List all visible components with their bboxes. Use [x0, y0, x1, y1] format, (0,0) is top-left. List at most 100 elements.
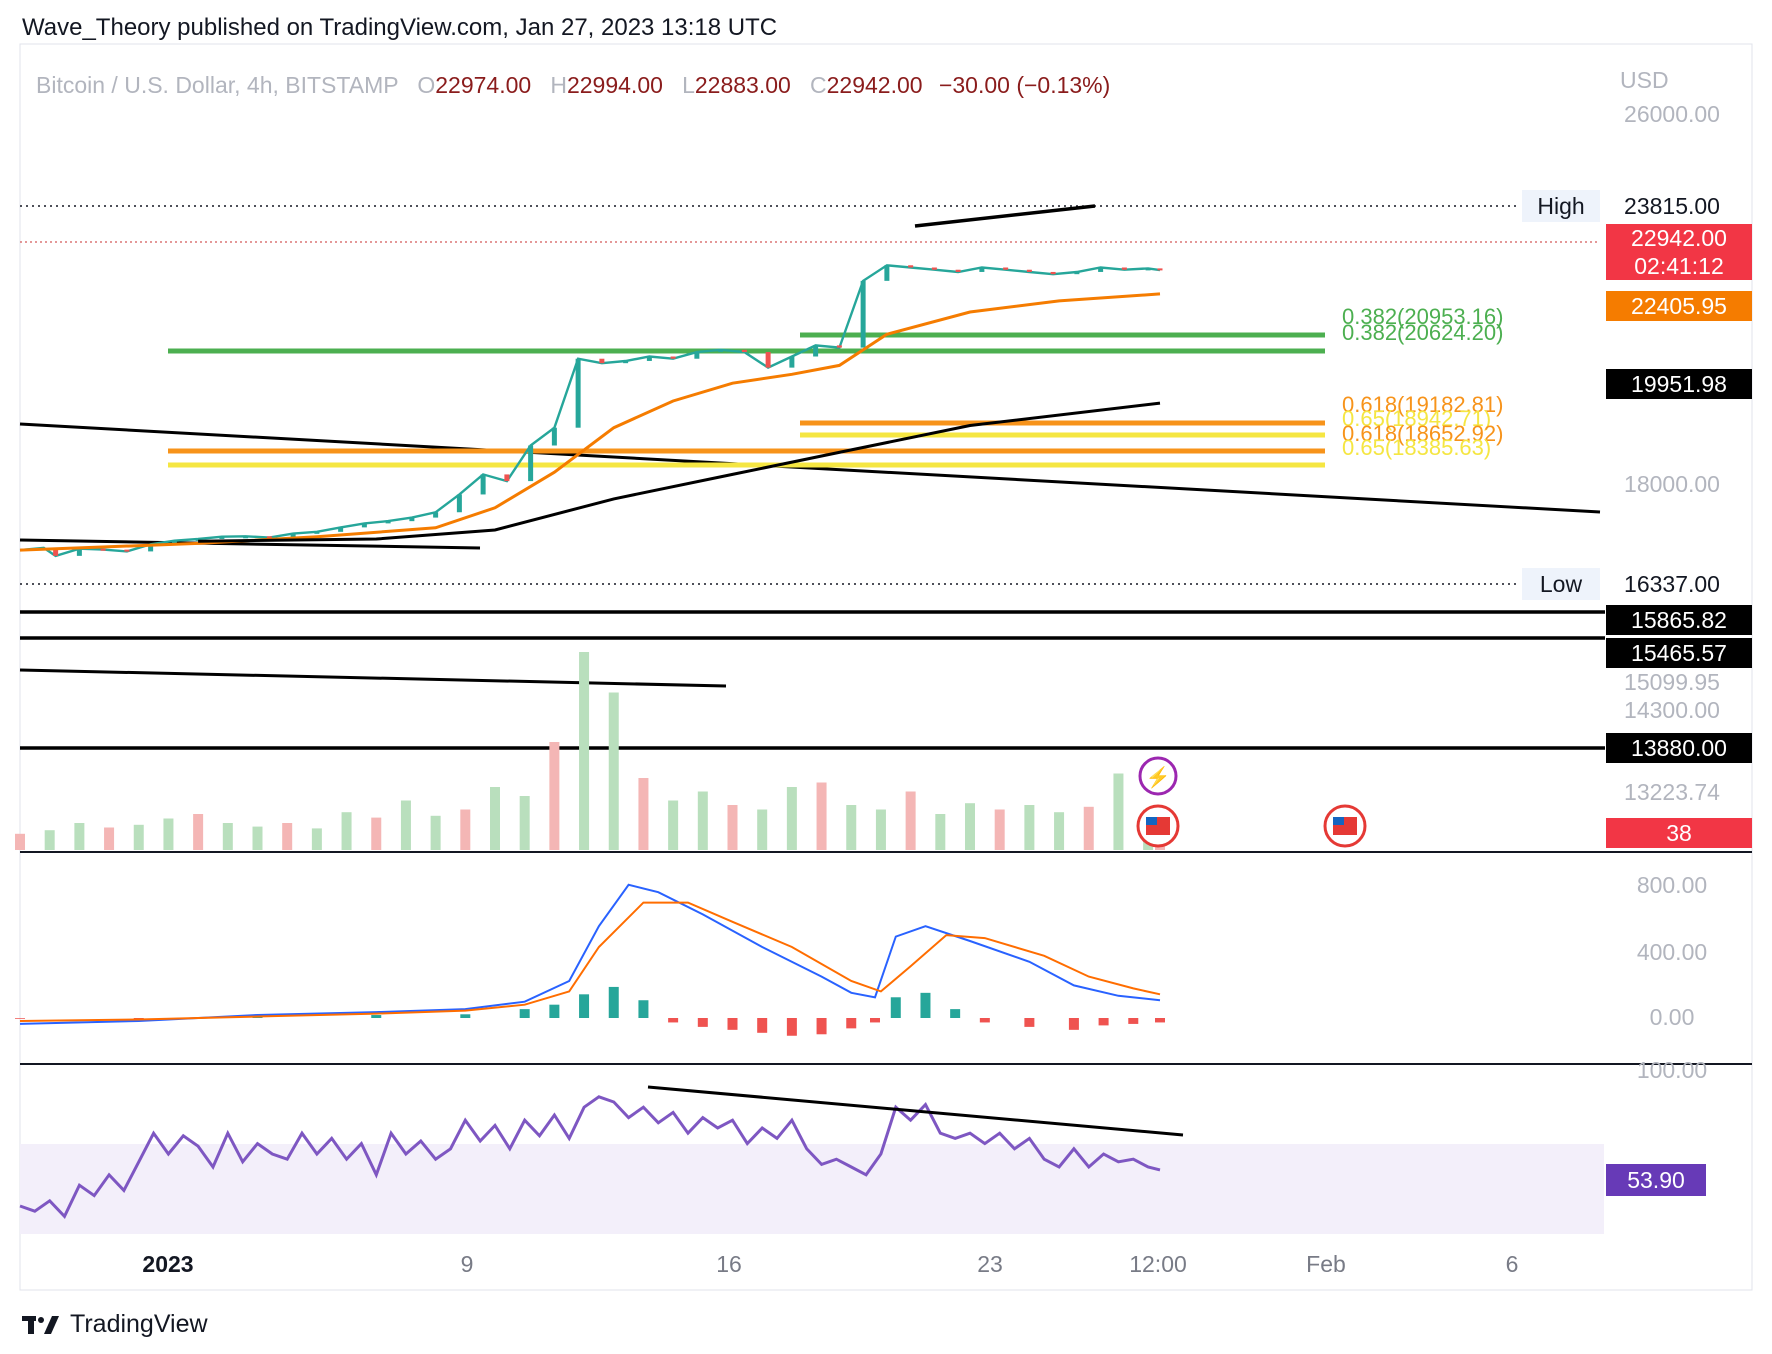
price-badge-value: 15465.57 — [1631, 640, 1727, 666]
macd-histogram-bar — [950, 1009, 961, 1018]
macd-tick-label: 0.00 — [1650, 1004, 1695, 1030]
price-candle — [361, 523, 367, 528]
price-candle — [623, 360, 629, 364]
price-candle — [1121, 267, 1127, 270]
price-candle — [789, 356, 795, 368]
tradingview-logo-icon — [22, 1315, 59, 1334]
price-candle — [955, 269, 961, 272]
volume-bar — [430, 815, 441, 850]
price-badge — [1606, 638, 1752, 668]
rsi-value-badge — [1606, 1164, 1706, 1196]
high-value: 23815.00 — [1624, 193, 1720, 219]
macd-histogram-bar — [608, 986, 619, 1018]
rsi-line — [19, 1095, 1161, 1220]
macd-histogram-bar — [1068, 1018, 1079, 1030]
volume-bar — [1083, 806, 1094, 850]
high-label: H — [550, 72, 567, 98]
macd-histogram-bar — [371, 1015, 382, 1018]
macd-tick-label: 800.00 — [1637, 872, 1707, 898]
price-candle — [148, 544, 154, 552]
volume-bar — [490, 787, 500, 850]
price-candle — [860, 280, 866, 348]
us-flag-canton — [1146, 817, 1157, 825]
volume-bar — [935, 814, 946, 850]
price-candle — [1003, 267, 1009, 270]
rsi-value: 53.90 — [1627, 1167, 1685, 1193]
low-label-bg — [1522, 568, 1600, 600]
price-badge — [1606, 733, 1752, 763]
macd-tick-label: 400.00 — [1637, 939, 1707, 965]
price-candle — [1074, 271, 1080, 275]
price-badge-value: 15865.82 — [1631, 607, 1727, 633]
volume-bar — [400, 800, 411, 850]
price-candle — [836, 345, 842, 348]
volume-bar — [163, 818, 174, 850]
price-candle — [575, 358, 581, 428]
volume-bar — [44, 830, 55, 850]
high-label-bg — [1522, 190, 1600, 222]
chart-frame — [19, 43, 1753, 1291]
fib-level-label: 0.65(18942.71) — [1342, 406, 1491, 431]
price-tick-label: 18000.00 — [1624, 471, 1720, 497]
time-tick-label: 6 — [1506, 1251, 1519, 1277]
price-candle — [171, 540, 177, 545]
fib-level-label: 0.382(20953.16) — [1342, 304, 1503, 329]
price-badge-value: 19951.98 — [1631, 371, 1727, 397]
price-badge — [1606, 369, 1752, 399]
volume-bar — [727, 805, 738, 850]
price-candle — [1098, 267, 1104, 272]
price-candle — [1145, 268, 1151, 271]
open-label: O — [417, 72, 436, 98]
lightning-glyph: ⚡ — [1146, 765, 1171, 789]
volume-bar — [371, 817, 382, 850]
macd-histogram-bar — [1128, 1018, 1139, 1024]
ma-series — [198, 401, 1161, 543]
volume-bar — [697, 791, 708, 850]
price-badge — [1606, 224, 1752, 280]
macd-histogram-bar — [549, 1004, 560, 1018]
macd-histogram-bar — [668, 1018, 679, 1023]
price-candle — [76, 548, 82, 556]
volume-bar — [133, 824, 144, 850]
price-candle — [1026, 269, 1032, 272]
volume-bar — [579, 652, 590, 850]
high-label: High — [1537, 193, 1584, 219]
volume-bar — [905, 791, 916, 850]
price-badge — [1606, 818, 1752, 848]
volume-bar — [252, 826, 263, 850]
price-candle — [979, 267, 985, 272]
macd-histogram-bar — [1155, 1018, 1165, 1023]
low-label: Low — [1540, 571, 1583, 597]
macd-signal-line — [19, 901, 1161, 1022]
trendline-long — [19, 422, 1601, 514]
volume-bar — [519, 796, 530, 850]
trendline-low — [19, 668, 727, 688]
low-label: L — [682, 72, 695, 98]
rsi-tick-label: 100.00 — [1637, 1057, 1707, 1083]
price-tick-label: 26000.00 — [1624, 101, 1720, 127]
volume-bar — [875, 809, 886, 850]
tradingview-brand: TradingView — [70, 1310, 208, 1338]
fib-level-label: 0.382(20624.20) — [1342, 320, 1503, 345]
price-candle — [124, 549, 130, 552]
price-candle — [741, 349, 747, 353]
tradingview-logo[interactable]: TradingView — [22, 1310, 208, 1339]
rsi-divergence-line — [647, 1085, 1184, 1137]
macd-histogram-bar — [460, 1014, 471, 1018]
price-candle — [694, 352, 700, 359]
fib-level-label: 0.618(18652.92) — [1342, 421, 1503, 446]
macd-histogram-bar — [697, 1018, 708, 1027]
chart-canvas[interactable]: USD High 23815.00 Low 16337.00 26000.00 18000.… — [0, 0, 1772, 1300]
time-tick-label: 9 — [461, 1251, 474, 1277]
volume-bar — [74, 823, 85, 850]
price-candle — [884, 265, 890, 281]
price-badge-value: 38 — [1666, 820, 1692, 846]
price-candle — [718, 349, 724, 353]
volume-bar — [846, 805, 857, 850]
price-candle — [1157, 268, 1163, 271]
volume-bar — [311, 828, 322, 850]
symbol-legend: Bitcoin / U.S. Dollar, 4h, BITSTAMP O229… — [36, 72, 1110, 99]
price-candle — [765, 352, 771, 368]
price-candle — [290, 533, 296, 538]
price-candle — [338, 527, 344, 532]
